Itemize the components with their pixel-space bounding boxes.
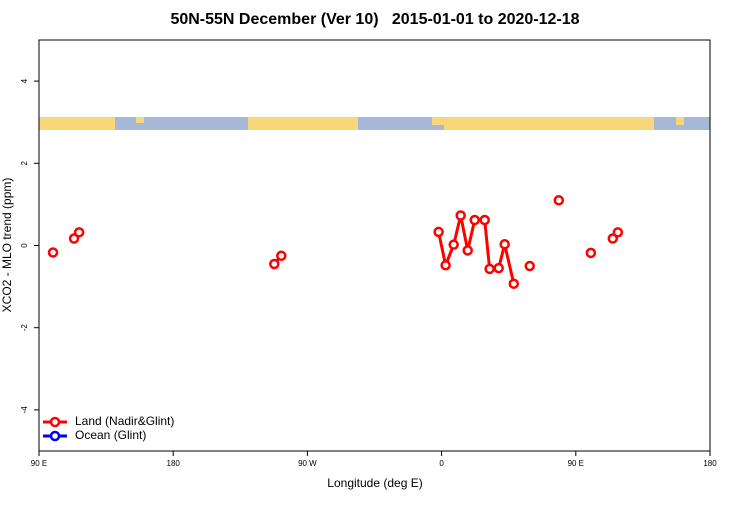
legend-swatch <box>49 416 61 428</box>
land-strip <box>39 117 115 130</box>
data-point <box>47 247 59 258</box>
legend-label: Ocean (Glint) <box>75 428 146 442</box>
data-point <box>462 245 473 256</box>
land-strip <box>432 117 444 125</box>
data-point <box>455 210 466 221</box>
land-strip <box>676 117 684 125</box>
map-strip <box>39 117 710 130</box>
data-point <box>276 250 287 262</box>
data-point <box>585 247 597 259</box>
data-point <box>73 227 85 238</box>
x-tick-label: 180 <box>703 459 717 468</box>
data-point <box>440 259 451 271</box>
data-point <box>484 263 495 275</box>
y-tick-label: 0 <box>20 243 29 248</box>
y-tick-label: 4 <box>20 78 29 83</box>
data-point <box>479 214 490 226</box>
x-axis-label: Longitude (deg E) <box>327 476 422 490</box>
data-point <box>269 258 280 270</box>
chart-title: 50N-55N December (Ver 10) 2015-01-01 to … <box>170 11 579 28</box>
data-point <box>612 227 624 238</box>
land-strip <box>136 117 144 123</box>
data-point <box>553 195 565 206</box>
x-tick-label: 90 E <box>31 459 47 468</box>
legend-label: Land (Nadir&Glint) <box>75 414 174 428</box>
y-tick-label: -4 <box>20 406 29 414</box>
x-tick-label: 90 E <box>568 459 584 468</box>
y-tick-label: 2 <box>20 161 29 166</box>
legend-swatch <box>49 430 61 442</box>
data-point <box>433 226 444 238</box>
land-strip <box>248 117 358 130</box>
data-point <box>524 260 535 272</box>
series-line <box>437 215 516 285</box>
data-point <box>448 239 459 250</box>
plot-frame <box>38 39 711 452</box>
data-point <box>508 278 520 289</box>
data-point <box>469 214 480 226</box>
y-axis-label: XCO2 - MLO trend (ppm) <box>0 178 14 313</box>
data-point <box>499 239 510 250</box>
data-point <box>493 262 504 274</box>
y-tick-label: -2 <box>20 324 29 332</box>
land-strip <box>444 117 654 130</box>
x-tick-label: 0 <box>439 459 444 468</box>
x-tick-label: 180 <box>167 459 181 468</box>
x-tick-label: 90 W <box>298 459 317 468</box>
